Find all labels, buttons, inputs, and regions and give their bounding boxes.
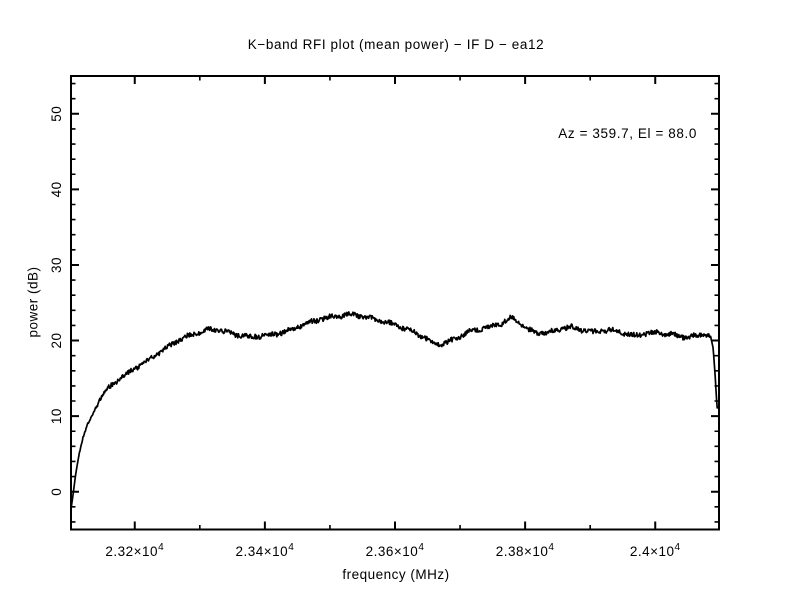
plot-frame (70, 75, 720, 531)
az-el-annotation: Az = 359.7, El = 88.0 (558, 126, 697, 141)
x-tick-label: 2.34×104 (236, 542, 295, 559)
y-tick-label: 10 (49, 408, 64, 424)
axis-minor-ticks (71, 76, 719, 530)
y-tick-label: 30 (49, 257, 64, 273)
x-tick-label: 2.36×104 (366, 542, 425, 559)
y-tick-label: 50 (49, 106, 64, 122)
plot-title: K−band RFI plot (mean power) − IF D − ea… (247, 37, 545, 52)
y-tick-label: 20 (49, 333, 64, 349)
x-axis-label: frequency (MHz) (342, 567, 450, 582)
x-tick-label: 2.32×104 (105, 542, 164, 559)
x-tick-label: 2.4×104 (630, 542, 681, 559)
power-spectrum-trace (70, 311, 719, 510)
axis-major-ticks (71, 76, 719, 530)
y-tick-label: 0 (49, 488, 64, 496)
y-tick-label: 40 (49, 181, 64, 197)
x-tick-label: 2.38×104 (496, 542, 555, 559)
